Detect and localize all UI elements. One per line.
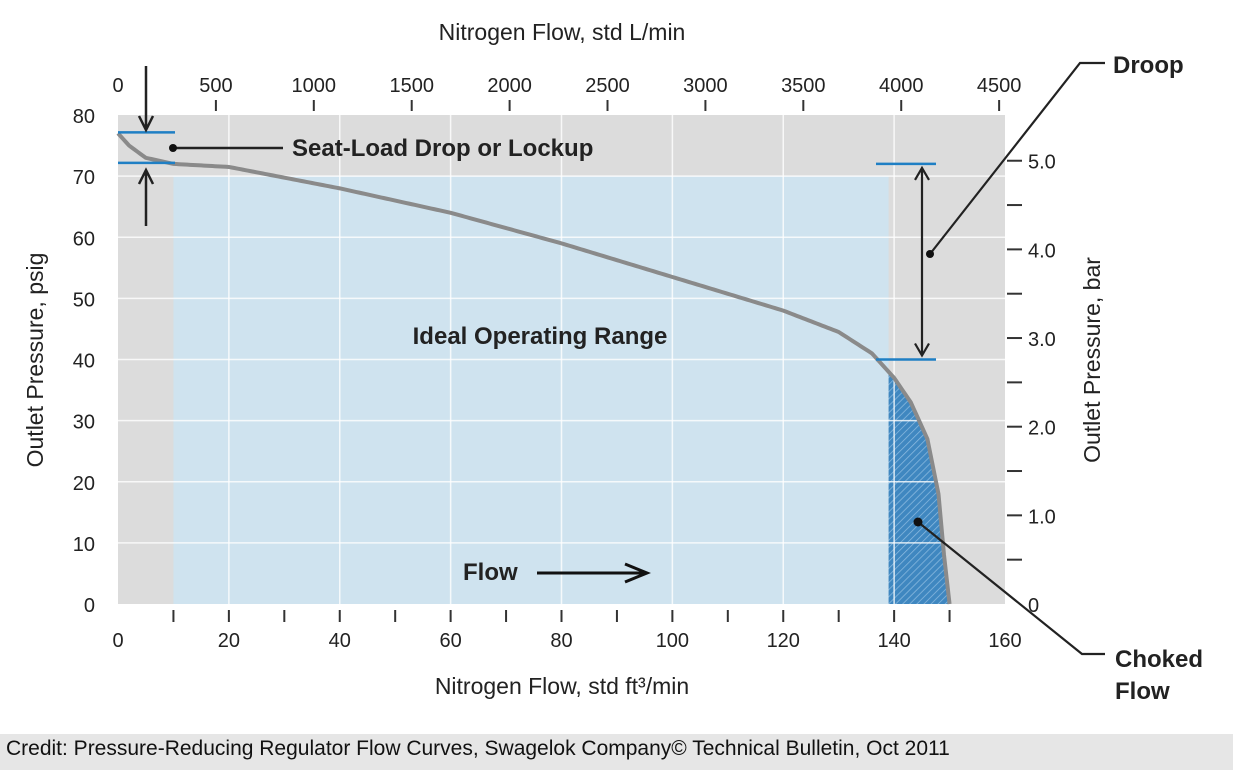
- x2-tick-label: 2500: [585, 75, 630, 97]
- y2-tick-label: 4.0: [1028, 240, 1056, 262]
- x-tick-label: 40: [329, 630, 351, 652]
- x2-tick-label: 1000: [292, 75, 337, 97]
- x2-tick-label: 3500: [781, 75, 826, 97]
- leader-dot: [926, 250, 934, 258]
- x2-tick-label: 4000: [879, 75, 924, 97]
- droop-double-arrow-icon: [914, 165, 930, 358]
- choked-flow-label: Choked Flow: [1115, 646, 1203, 705]
- y-tick-label: 30: [73, 412, 95, 434]
- y-tick-label: 40: [73, 351, 95, 373]
- x-tick-label: 160: [988, 630, 1021, 652]
- x2-axis-label: Nitrogen Flow, std L/min: [439, 19, 686, 45]
- down-arrow-icon: [137, 66, 155, 133]
- credit-line: Credit: Pressure-Reducing Regulator Flow…: [0, 734, 1233, 770]
- y2-tick-label: 1.0: [1028, 506, 1056, 528]
- y-tick-label: 80: [73, 106, 95, 128]
- up-arrow-icon: [137, 167, 155, 226]
- x-tick-label: 0: [112, 630, 123, 652]
- x-axis-label: Nitrogen Flow, std ft³/min: [435, 673, 689, 699]
- y-tick-label: 10: [73, 534, 95, 556]
- x-tick-label: 140: [877, 630, 910, 652]
- flow-label: Flow: [463, 559, 518, 586]
- x-tick-label: 100: [656, 630, 689, 652]
- y-tick-label: 50: [73, 289, 95, 311]
- x2-tick-label: 4500: [977, 75, 1022, 97]
- y2-tick-label: 2.0: [1028, 418, 1056, 440]
- ideal-range-label: Ideal Operating Range: [413, 323, 668, 350]
- y-tick-label: 60: [73, 228, 95, 250]
- x2-tick-label: 1500: [389, 75, 434, 97]
- y2-tick-label: 5.0: [1028, 152, 1056, 174]
- droop-label: Droop: [1113, 52, 1184, 79]
- choked-flow-region: [888, 371, 950, 604]
- seat-load-label: Seat-Load Drop or Lockup: [292, 135, 593, 162]
- x-tick-label: 120: [767, 630, 800, 652]
- x2-tick-label: 0: [112, 75, 123, 97]
- leader-dot: [913, 517, 923, 527]
- x-tick-label: 60: [440, 630, 462, 652]
- y-axis-label: Outlet Pressure, psig: [22, 253, 48, 468]
- y-tick-label: 0: [84, 595, 95, 617]
- x2-tick-label: 3000: [683, 75, 728, 97]
- y2-axis-label: Outlet Pressure, bar: [1079, 257, 1105, 463]
- flow-arrow-icon: [537, 562, 651, 584]
- y-tick-label: 70: [73, 167, 95, 189]
- pressure-flow-curve: [116, 131, 952, 605]
- y-tick-label: 20: [73, 473, 95, 495]
- leader-dot: [169, 144, 177, 152]
- y2-tick-label: 0: [1028, 595, 1039, 617]
- ideal-range-region: [173, 176, 889, 604]
- x2-tick-label: 2000: [487, 75, 532, 97]
- x-tick-label: 80: [550, 630, 572, 652]
- x2-tick-label: 500: [199, 75, 232, 97]
- choked-flow-leader: [917, 521, 1105, 656]
- x-tick-label: 20: [218, 630, 240, 652]
- regulator-flow-chart: 0 20 40 60 80 100 120 140 160 0 10 20 30 40 50 60 70 80 0 5…: [22, 19, 1203, 705]
- y2-tick-label: 3.0: [1028, 329, 1056, 351]
- droop-leader: [929, 61, 1105, 255]
